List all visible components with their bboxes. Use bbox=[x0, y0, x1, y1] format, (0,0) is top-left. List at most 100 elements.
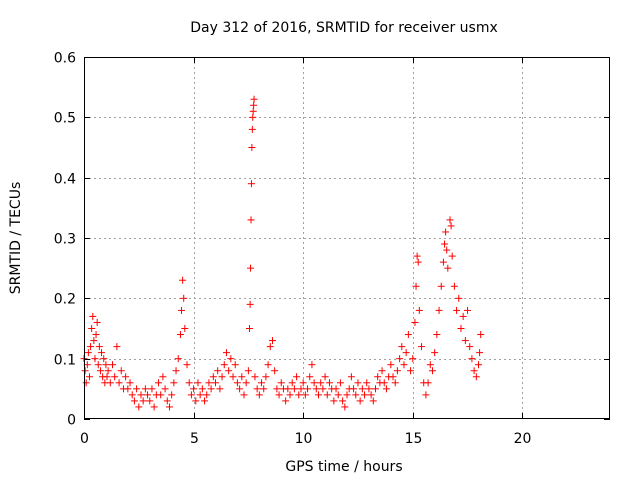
data-point bbox=[321, 373, 329, 381]
data-point bbox=[104, 367, 112, 375]
data-point bbox=[262, 373, 270, 381]
data-point bbox=[319, 385, 327, 393]
data-point bbox=[268, 337, 276, 345]
data-point bbox=[339, 397, 347, 405]
data-point bbox=[90, 337, 98, 345]
data-point bbox=[422, 391, 430, 399]
data-point bbox=[341, 403, 349, 411]
data-point bbox=[203, 391, 211, 399]
data-point bbox=[146, 397, 154, 405]
data-point bbox=[444, 264, 452, 272]
data-point bbox=[312, 385, 320, 393]
data-point bbox=[367, 391, 375, 399]
data-point bbox=[356, 397, 364, 405]
data-point bbox=[248, 125, 256, 133]
data-point bbox=[91, 355, 99, 363]
data-point bbox=[161, 385, 169, 393]
data-point bbox=[412, 282, 420, 290]
data-point bbox=[244, 367, 252, 375]
data-point bbox=[212, 379, 219, 387]
data-point bbox=[172, 367, 180, 375]
data-point bbox=[82, 379, 90, 387]
data-point bbox=[369, 397, 377, 405]
data-points bbox=[80, 95, 485, 411]
data-point bbox=[183, 361, 191, 369]
data-point bbox=[284, 385, 292, 393]
data-point bbox=[325, 379, 333, 387]
data-point bbox=[207, 385, 215, 393]
data-point bbox=[443, 246, 451, 254]
data-point bbox=[144, 391, 152, 399]
data-point bbox=[301, 391, 309, 399]
data-point bbox=[102, 361, 110, 369]
data-point bbox=[464, 306, 472, 314]
data-point bbox=[332, 385, 340, 393]
data-point bbox=[306, 373, 314, 381]
data-point bbox=[159, 373, 167, 381]
data-point bbox=[336, 379, 344, 387]
data-point bbox=[113, 343, 121, 351]
data-point bbox=[111, 373, 119, 381]
data-point bbox=[258, 379, 266, 387]
data-point bbox=[247, 216, 255, 224]
data-point bbox=[426, 361, 434, 369]
data-point bbox=[334, 391, 342, 399]
data-point bbox=[409, 355, 417, 363]
data-point bbox=[448, 252, 456, 260]
data-point bbox=[352, 391, 360, 399]
data-point bbox=[450, 282, 458, 290]
data-point bbox=[253, 385, 261, 393]
data-point bbox=[89, 312, 97, 320]
chart-title: Day 312 of 2016, SRMTID for receiver usm… bbox=[190, 20, 498, 36]
data-point bbox=[310, 379, 318, 387]
data-point bbox=[245, 325, 253, 332]
data-point bbox=[93, 318, 101, 326]
data-point bbox=[198, 385, 206, 393]
data-point bbox=[365, 385, 373, 393]
data-point bbox=[81, 367, 89, 375]
data-point bbox=[96, 367, 104, 375]
data-point bbox=[135, 403, 143, 411]
data-point bbox=[466, 343, 474, 351]
data-point bbox=[178, 306, 186, 314]
data-point bbox=[194, 379, 202, 387]
data-point bbox=[246, 300, 254, 308]
data-point bbox=[168, 391, 176, 399]
grid bbox=[84, 57, 610, 419]
data-point bbox=[248, 144, 256, 151]
data-point bbox=[400, 361, 408, 369]
data-point bbox=[286, 391, 294, 399]
data-point bbox=[350, 385, 358, 393]
data-point bbox=[415, 306, 423, 314]
y-tick-label: 0.5 bbox=[54, 111, 76, 127]
data-point bbox=[271, 367, 279, 375]
data-point bbox=[439, 258, 447, 266]
data-point bbox=[190, 385, 198, 393]
data-point bbox=[330, 397, 338, 405]
data-point bbox=[437, 282, 445, 290]
data-point bbox=[229, 373, 237, 381]
data-point bbox=[277, 379, 285, 387]
data-point bbox=[447, 222, 455, 230]
data-point bbox=[255, 391, 263, 399]
data-point bbox=[468, 355, 476, 363]
data-point bbox=[231, 361, 239, 369]
data-point bbox=[227, 355, 235, 363]
y-tick-label: 0.1 bbox=[54, 353, 76, 369]
data-point bbox=[343, 391, 351, 399]
data-point bbox=[242, 379, 250, 387]
data-point bbox=[404, 331, 412, 339]
data-point bbox=[94, 361, 102, 369]
data-point bbox=[180, 294, 188, 302]
data-point bbox=[290, 385, 298, 393]
data-point bbox=[220, 361, 228, 369]
data-point bbox=[470, 367, 478, 375]
data-point bbox=[374, 373, 382, 381]
data-point bbox=[264, 361, 272, 369]
data-point bbox=[141, 385, 149, 393]
data-point bbox=[163, 397, 171, 405]
y-tick-label: 0.2 bbox=[54, 292, 76, 308]
data-point bbox=[250, 101, 258, 109]
data-point bbox=[391, 379, 399, 387]
